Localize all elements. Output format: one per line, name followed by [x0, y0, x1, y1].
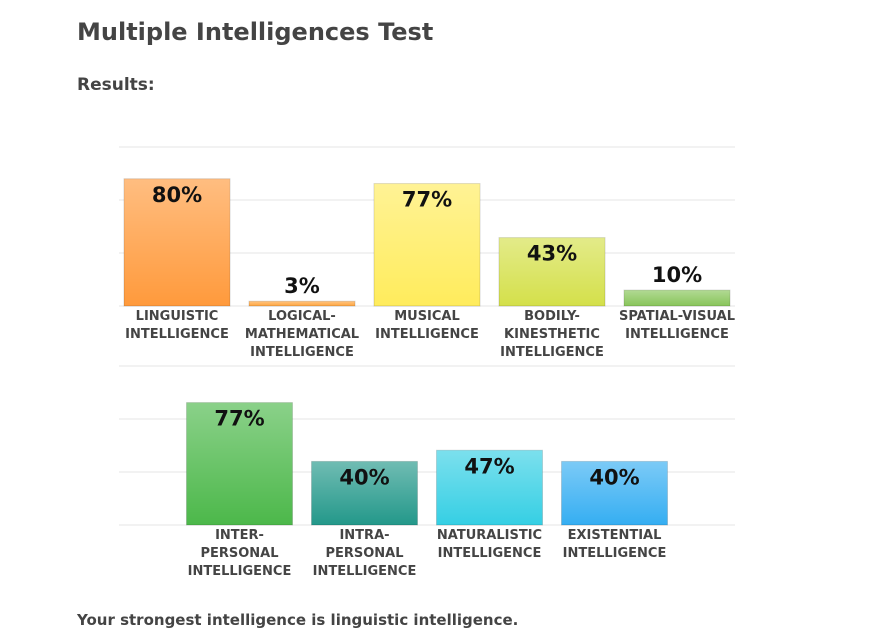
bar-shine [249, 301, 355, 306]
bar-shine [436, 450, 543, 525]
bar-shine [124, 178, 230, 306]
result-summary: Your strongest intelligence is linguisti… [77, 611, 519, 629]
value-label: 80% [152, 183, 202, 207]
category-label: SPATIAL-VISUAL INTELLIGENCE [618, 309, 735, 342]
bar-shine [311, 461, 418, 525]
category-label: MUSICAL INTELLIGENCE [375, 309, 479, 342]
value-label: 3% [284, 274, 320, 298]
bar-shine [186, 402, 293, 525]
value-label: 77% [214, 407, 264, 431]
value-label: 43% [527, 242, 577, 266]
bar-shine [499, 237, 605, 306]
value-label: 40% [339, 465, 389, 489]
category-label: NATURALISTIC INTELLIGENCE [436, 528, 543, 561]
value-label: 77% [402, 188, 452, 212]
category-label: EXISTENTIAL INTELLIGENCE [562, 528, 667, 561]
results-heading: Results: [77, 75, 155, 95]
category-label: INTRA-PERSONAL INTELLIGENCE [312, 528, 417, 579]
bar-shine [561, 461, 668, 525]
bar-shine [374, 183, 480, 306]
value-label: 10% [652, 263, 702, 287]
bar-shine [624, 290, 730, 306]
page-title: Multiple Intelligences Test [77, 18, 434, 46]
category-label: INTER-PERSONAL INTELLIGENCE [187, 528, 292, 579]
category-label: BODILY-KINESTHETIC INTELLIGENCE [500, 309, 604, 360]
category-label: LINGUISTIC INTELLIGENCE [125, 309, 229, 342]
value-label: 40% [589, 465, 639, 489]
category-label: LOGICAL-MATHEMATICAL INTELLIGENCE [244, 309, 360, 360]
value-label: 47% [464, 454, 514, 478]
